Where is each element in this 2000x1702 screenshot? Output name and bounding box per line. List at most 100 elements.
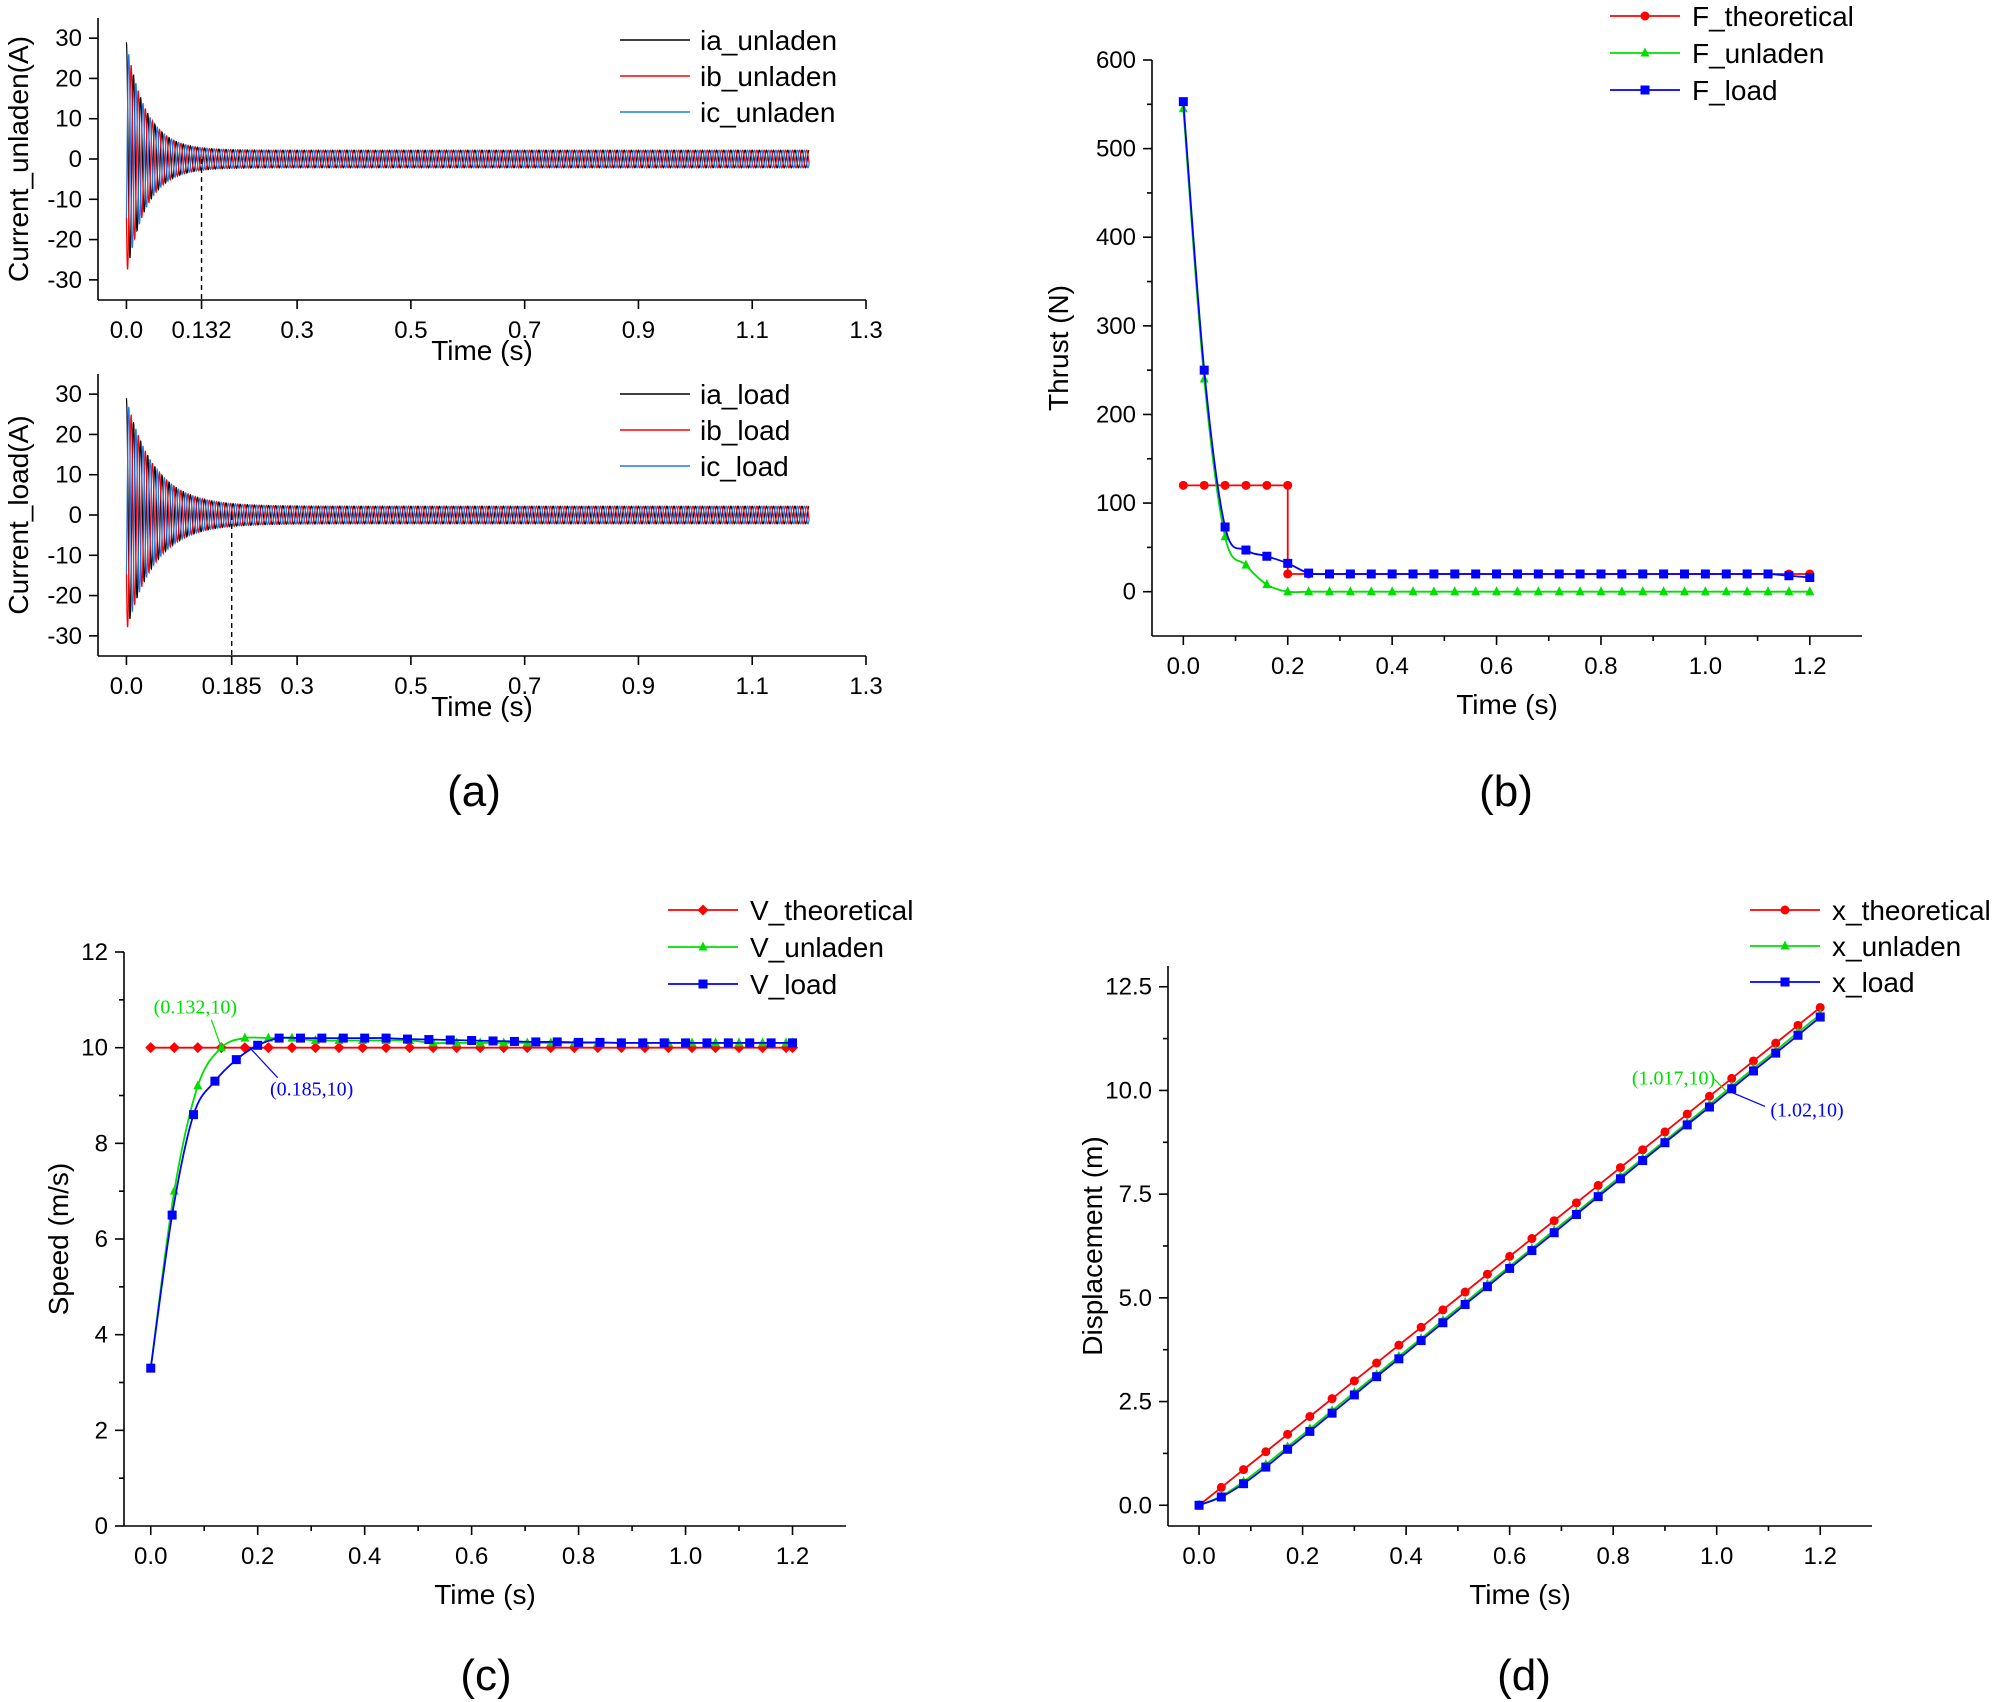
F_load-point: [1283, 558, 1293, 568]
x-tick-label: 0.6: [1493, 1543, 1526, 1570]
x-tick-label: 0.132: [172, 317, 232, 344]
F_load-point: [1429, 569, 1439, 579]
x_load-point: [1571, 1209, 1581, 1219]
legend-label: ia_unladen: [700, 25, 837, 56]
x-tick-label: 1.1: [736, 673, 769, 700]
V_unladen-point: [711, 1037, 721, 1047]
y-axis-title: Current_load(A): [3, 415, 34, 614]
panel-label-c: (c): [460, 1651, 511, 1700]
legend-marker: [1640, 85, 1650, 95]
V_unladen-point: [240, 1032, 250, 1042]
x_theoretical-point: [1727, 1073, 1737, 1083]
F_unladen-point: [1784, 586, 1794, 596]
x-tick-label: 0.5: [394, 673, 427, 700]
V_theoretical-point: [333, 1042, 345, 1054]
F_unladen-point: [1533, 586, 1543, 596]
V_load-point: [167, 1210, 177, 1220]
chart-a-load-current: 0.0 0.185 0.3 0.5 0.7 0.9 1.1 1.3 -30 -20 -10 0 10 20…: [3, 374, 883, 722]
y-tick-label: 30: [55, 381, 82, 408]
annotation-leader: [1713, 1078, 1726, 1091]
x-tick-label: 0.7: [508, 317, 541, 344]
legend-label: F_unladen: [1692, 38, 1824, 69]
y-tick-label: 5.0: [1119, 1285, 1152, 1312]
x_theoretical-point: [1549, 1216, 1559, 1226]
chart-d-displacement: 0.0 0.2 0.4 0.6 0.8 1.0 1.2 0.0 2.5 5.0 7.5 10.0 12.…: [1077, 895, 1991, 1610]
x-tick-label: 1.0: [1689, 653, 1722, 680]
x_theoretical-point: [1394, 1340, 1404, 1350]
x_theoretical-point: [1305, 1411, 1315, 1421]
x_theoretical-point: [1793, 1020, 1803, 1030]
F_unladen-point: [1512, 586, 1522, 596]
x_load-point: [1349, 1390, 1359, 1400]
F_load-point: [1512, 569, 1522, 579]
F_load-point: [1408, 569, 1418, 579]
x_theoretical-point: [1327, 1394, 1337, 1404]
x-tick-label: 0.8: [1584, 653, 1617, 680]
x_load-point: [1460, 1299, 1470, 1309]
x_load-point: [1416, 1336, 1426, 1346]
V_load-point: [253, 1040, 263, 1050]
ia-waveform: [125, 398, 810, 620]
x_load-point: [1194, 1500, 1204, 1510]
x_load-point: [1815, 1012, 1825, 1022]
F_unladen-point: [1554, 586, 1564, 596]
V_theoretical-point: [357, 1042, 369, 1054]
F_theoretical-point: [1220, 480, 1230, 490]
y-tick-label: -30: [47, 623, 82, 650]
F_unladen-point: [1492, 586, 1502, 596]
F_unladen-point: [1617, 586, 1627, 596]
x_load-point: [1593, 1192, 1603, 1202]
V_load-point: [788, 1038, 798, 1048]
F_load-point: [1805, 573, 1815, 583]
legend-label: x_load: [1832, 967, 1915, 998]
V_load-point: [552, 1037, 562, 1047]
x_theoretical-point: [1283, 1429, 1293, 1439]
y-tick-label: 2.5: [1119, 1389, 1152, 1416]
x_theoretical-point: [1638, 1145, 1648, 1155]
F_load-point: [1199, 365, 1209, 375]
x-tick-label: 1.3: [849, 673, 882, 700]
V_load-point: [509, 1036, 519, 1046]
x-tick-label: 0.2: [241, 1543, 274, 1570]
x-tick-label: 0.9: [622, 673, 655, 700]
F_load-point: [1763, 569, 1773, 579]
legend-label: V_theoretical: [750, 895, 913, 926]
F_unladen-point: [1283, 586, 1293, 596]
x_load-point: [1239, 1479, 1249, 1489]
F_load-point: [1742, 569, 1752, 579]
x-axis-title: Time (s): [431, 691, 533, 722]
legend-marker: [1780, 940, 1790, 950]
x_load-point: [1660, 1138, 1670, 1148]
legend-label: ic_load: [700, 451, 789, 482]
V_theoretical-point: [380, 1042, 392, 1054]
y-axis-title: Thrust (N): [1043, 285, 1074, 411]
x_theoretical-point: [1505, 1251, 1515, 1261]
F_load-point: [1387, 569, 1397, 579]
x_load-point: [1793, 1030, 1803, 1040]
x-tick-label: 0.8: [562, 1543, 595, 1570]
annotation-label: (0.132,10): [154, 997, 237, 1019]
x_load-point: [1704, 1102, 1714, 1112]
chart-c-speed: 0.0 0.2 0.4 0.6 0.8 1.0 1.2 0 2 4 6 8 10 12 Time (s) Sp…: [43, 895, 913, 1610]
F_unladen-point: [1429, 586, 1439, 596]
panel-label-a: (a): [447, 767, 501, 816]
F_unladen-point: [1763, 586, 1773, 596]
F_theoretical-point: [1241, 480, 1251, 490]
F_unladen-point: [1700, 586, 1710, 596]
V_load-point: [467, 1035, 477, 1045]
x_theoretical-point: [1261, 1447, 1271, 1457]
F_unladen-point: [1596, 586, 1606, 596]
y-tick-label: 600: [1096, 47, 1136, 74]
x_load-point: [1727, 1084, 1737, 1094]
F_unladen-point: [1450, 586, 1460, 596]
F_unladen-point: [1408, 586, 1418, 596]
V_load-point: [531, 1037, 541, 1047]
V_load-point: [702, 1038, 712, 1048]
x-tick-label: 1.2: [1804, 1543, 1837, 1570]
F_unladen-point: [1345, 586, 1355, 596]
x-tick-label: 1.0: [1700, 1543, 1733, 1570]
F_unladen-line: [1182, 108, 1810, 594]
y-tick-label: 200: [1096, 401, 1136, 428]
F_load-point: [1700, 569, 1710, 579]
y-tick-label: 12.5: [1105, 974, 1152, 1001]
